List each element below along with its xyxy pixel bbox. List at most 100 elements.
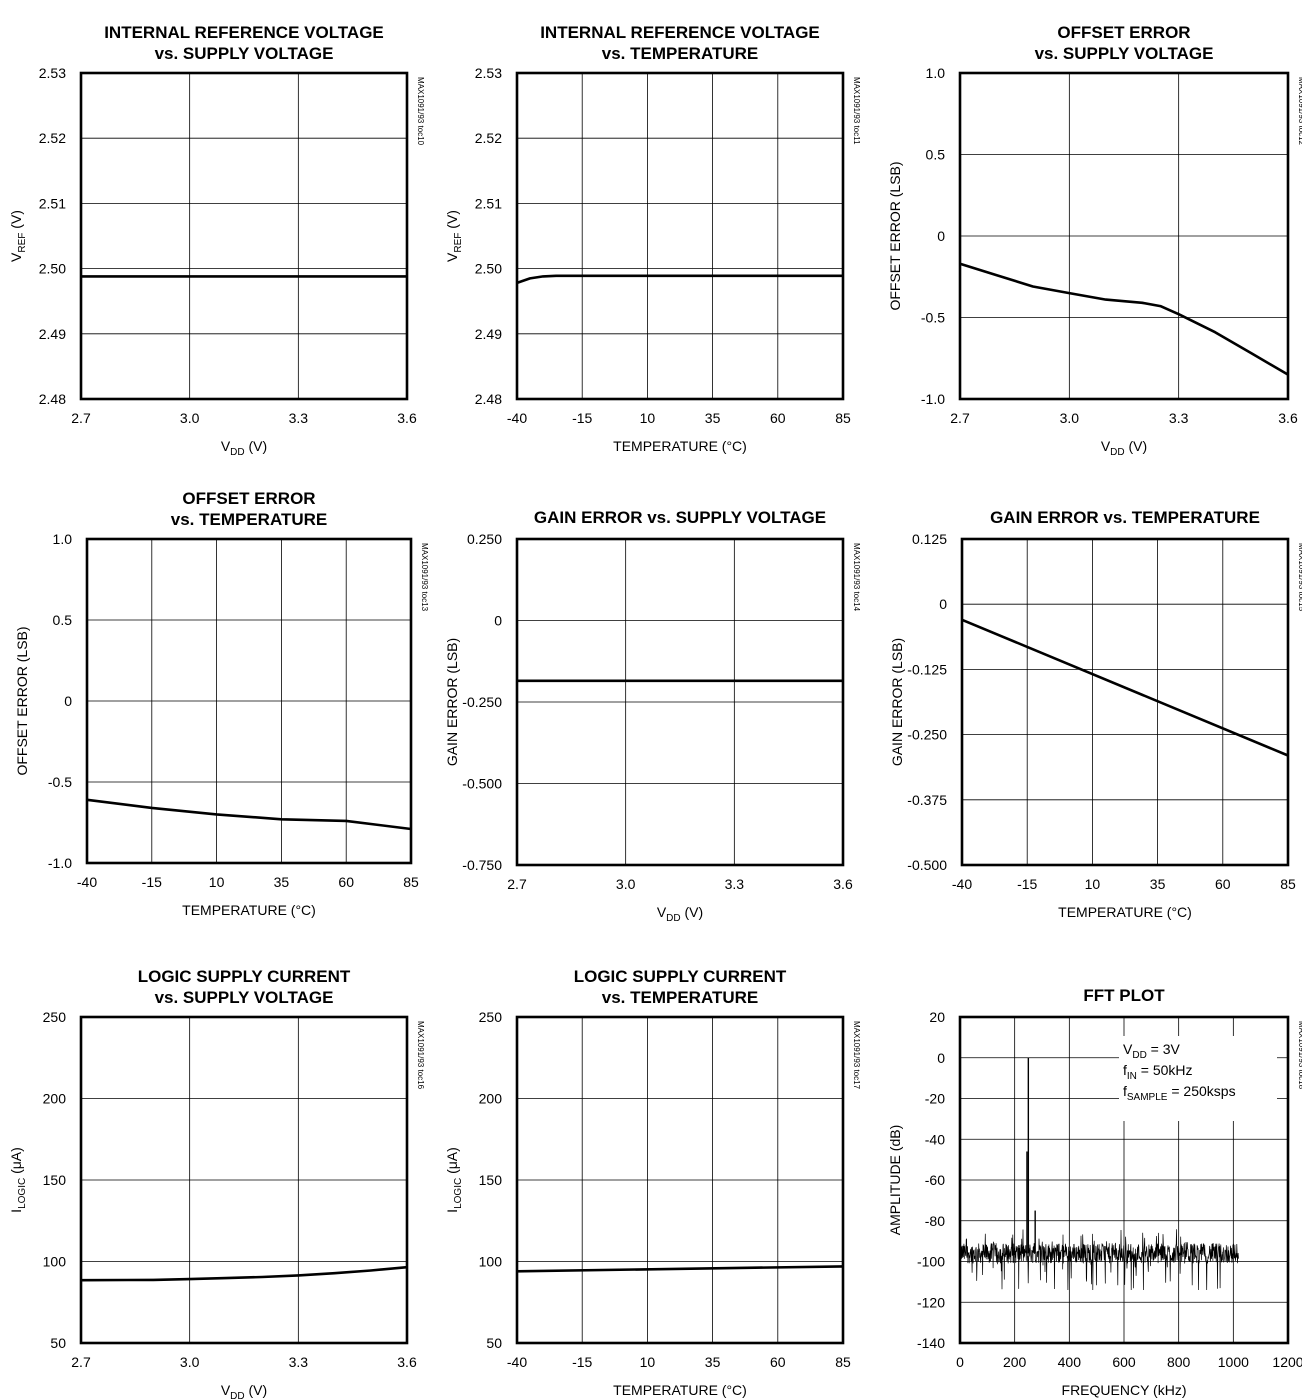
x-tick-label: 3.6 [1278,410,1298,426]
y-axis-label: OFFSET ERROR (LSB) [887,161,903,310]
x-tick-label: 3.0 [1060,410,1080,426]
chart-title: GAIN ERROR vs. SUPPLY VOLTAGE [534,508,826,527]
chart-6: GAIN ERROR vs. TEMPERATURE -0.500 -0.375 -0… [889,508,1302,920]
series-line [86,798,412,831]
x-tick-label: -15 [572,1354,592,1370]
chart-3: OFFSET ERROR vs. SUPPLY VOLTAGE -1.0 -0.5 0 0… [887,23,1302,458]
y-tick-label: 2.52 [39,130,66,146]
y-tick-label: 2.48 [475,391,502,407]
x-tick-label: 60 [338,874,354,890]
x-tick-label: 0 [956,1354,964,1370]
chart-title: OFFSET ERROR [1057,23,1190,42]
y-tick-label: 0.5 [926,147,946,163]
y-tick-label: -100 [917,1254,945,1270]
series-line [516,1265,844,1273]
x-tick-label: 2.7 [950,410,970,426]
y-tick-label: 100 [479,1254,503,1270]
y-tick-label: -0.250 [907,727,947,743]
chart-title: vs. SUPPLY VOLTAGE [1035,44,1214,63]
x-tick-label: 85 [835,410,851,426]
x-tick-label: -15 [572,410,592,426]
y-tick-label: 0 [64,693,72,709]
annotation-line: fSAMPLE = 250ksps [1123,1083,1236,1103]
x-tick-label: 400 [1058,1354,1082,1370]
x-tick-label: 1200 [1272,1354,1302,1370]
plot-frame [79,71,409,401]
x-axis-label: VDD (V) [657,904,703,924]
y-tick-label: 200 [479,1091,503,1107]
y-tick-label: 2.52 [475,130,502,146]
y-axis-label: GAIN ERROR (LSB) [889,638,905,766]
x-axis-label: VDD (V) [221,1382,267,1400]
y-tick-label: -0.500 [462,776,502,792]
chart-4: OFFSET ERROR vs. TEMPERATURE -1.0 -0.5 0 0.5 1… [14,489,429,918]
chart-title: INTERNAL REFERENCE VOLTAGE [540,23,820,42]
y-tick-label: -0.5 [48,774,72,790]
figure-code: MAX1091/93 toc17 [852,1021,861,1090]
chart-title: vs. TEMPERATURE [602,44,759,63]
y-axis-label: AMPLITUDE (dB) [887,1125,903,1235]
x-tick-label: 10 [209,874,225,890]
figure-code: MAX1091/93 toc16 [416,1021,425,1090]
y-tick-label: 2.49 [475,326,502,342]
y-axis-label: VREF (V) [444,210,464,262]
y-tick-label: 2.49 [39,326,66,342]
x-tick-label: 2.7 [507,876,527,892]
figure-code: MAX1091/93 toc15 [1297,543,1302,612]
y-tick-label: -40 [925,1131,945,1147]
y-tick-label: 150 [479,1172,503,1188]
x-tick-label: 35 [705,410,721,426]
series-line [516,274,843,285]
chart-8: LOGIC SUPPLY CURRENT vs. TEMPERATURE 50 100… [444,967,861,1398]
series-line [959,262,1289,376]
y-tick-label: -1.0 [921,391,945,407]
y-tick-label: 0 [937,1050,945,1066]
y-axis-label: GAIN ERROR (LSB) [444,638,460,766]
x-axis-label: TEMPERATURE (°C) [613,438,747,454]
x-tick-label: 3.0 [616,876,636,892]
plot-frame [515,537,845,867]
y-tick-label: 0 [494,613,502,629]
x-tick-label: 3.6 [397,410,417,426]
y-tick-label: 2.51 [475,195,502,211]
x-tick-label: -40 [952,876,972,892]
chart-title: LOGIC SUPPLY CURRENT [574,967,787,986]
chart-title: GAIN ERROR vs. TEMPERATURE [990,508,1260,527]
fft-noise-trace [959,1229,1239,1291]
y-tick-label: -0.750 [462,857,502,873]
x-tick-label: -15 [142,874,162,890]
x-axis-label: VDD (V) [1101,438,1147,458]
x-tick-label: 60 [770,1354,786,1370]
chart-title: vs. SUPPLY VOLTAGE [155,988,334,1007]
y-tick-label: 2.51 [39,195,66,211]
y-axis-label: ILOGIC (μA) [8,1147,28,1213]
y-tick-label: 20 [929,1009,945,1025]
x-tick-label: -15 [1017,876,1037,892]
x-tick-label: 3.6 [833,876,853,892]
plot-frame [79,1015,409,1345]
y-tick-label: 0.250 [467,531,502,547]
chart-title: INTERNAL REFERENCE VOLTAGE [104,23,384,42]
chart-1: INTERNAL REFERENCE VOLTAGE vs. SUPPLY VOL… [8,23,425,458]
series-line [80,1265,408,1282]
y-tick-label: -0.5 [921,310,945,326]
y-tick-label: -0.500 [907,857,947,873]
y-tick-label: -0.250 [462,694,502,710]
x-tick-label: 200 [1003,1354,1027,1370]
chart-title: vs. TEMPERATURE [602,988,759,1007]
chart-title: LOGIC SUPPLY CURRENT [138,967,351,986]
x-tick-label: 3.0 [180,410,200,426]
x-tick-label: 85 [403,874,419,890]
y-tick-label: 250 [43,1009,67,1025]
y-tick-label: -80 [925,1213,945,1229]
y-tick-label: 0 [939,596,947,612]
x-tick-label: 600 [1112,1354,1136,1370]
figure-code: MAX1091/93 toc13 [420,543,429,612]
x-axis-label: TEMPERATURE (°C) [613,1382,747,1398]
figure-code: MAX1091/93 toc11 [852,77,861,145]
y-tick-label: 50 [50,1335,66,1351]
y-tick-label: -0.375 [907,792,947,808]
plot-frame [958,1015,1290,1345]
y-tick-label: 1.0 [53,531,73,547]
